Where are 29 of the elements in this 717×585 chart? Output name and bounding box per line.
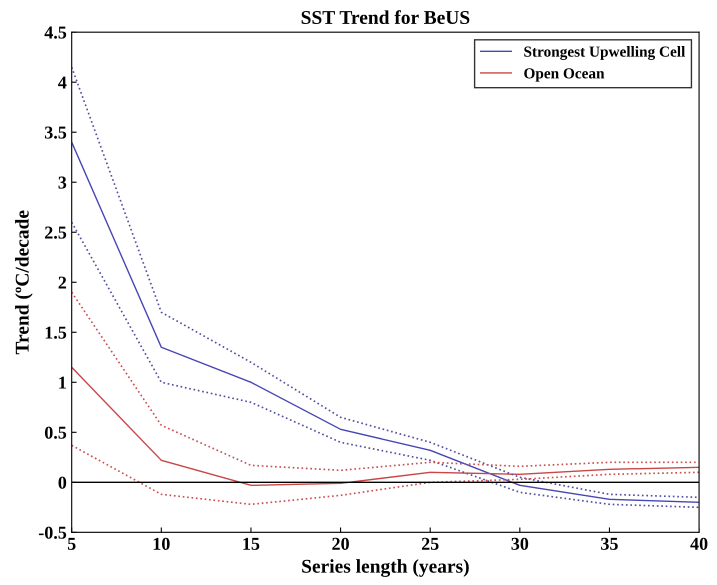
x-tick-label: 15: [243, 538, 260, 550]
x-tick-label: 20: [332, 538, 349, 550]
x-tick-label: 30: [511, 538, 528, 550]
line-series: [72, 444, 700, 506]
x-axis-title: Series length (years): [302, 559, 469, 577]
chart-title: SST Trend for BeUS: [302, 10, 470, 24]
x-tick-label: 25: [422, 538, 439, 550]
y-tick-label: 0: [58, 476, 66, 489]
legend-label: Open Ocean: [524, 68, 604, 82]
line-series: [72, 366, 700, 486]
x-tick-label: 40: [690, 538, 708, 550]
y-tick-label: 2.5: [45, 226, 66, 239]
y-tick-label: 1: [59, 376, 66, 389]
line-series: [72, 66, 700, 498]
y-tick-label: -0.5: [38, 526, 66, 539]
x-tick-label: 10: [154, 538, 170, 550]
x-tick-label: 35: [601, 538, 618, 550]
y-tick-label: 4: [58, 76, 67, 88]
y-tick-label: 1.5: [46, 326, 66, 339]
legend-label: Strongest Upwelling Cell: [524, 46, 686, 60]
line-series: [72, 142, 700, 504]
y-axis-title: Trend (ºC/decade: [15, 210, 33, 354]
y-tick-label: 4.5: [44, 26, 66, 39]
line-series: [72, 221, 700, 508]
y-tick-label: 2: [58, 276, 66, 289]
y-tick-label: 0.5: [44, 426, 66, 439]
x-tick-label: 5: [68, 538, 76, 550]
y-tick-label: 3: [58, 176, 66, 189]
y-tick-label: 3.5: [44, 126, 66, 139]
